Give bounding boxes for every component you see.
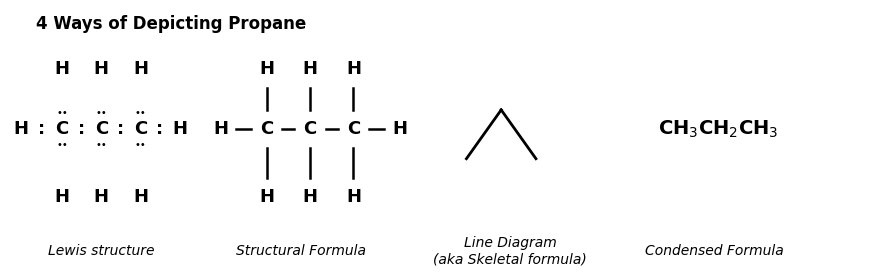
Text: C: C [133,120,147,138]
Text: :: : [118,120,125,138]
Text: H: H [259,188,274,206]
Text: C: C [95,120,108,138]
Text: H: H [259,60,274,78]
Text: H: H [55,188,70,206]
Text: H: H [303,60,317,78]
Text: H: H [303,188,317,206]
Text: ••: •• [134,108,146,118]
Text: H: H [346,60,361,78]
Text: H: H [13,120,28,138]
Text: Line Diagram
(aka Skeletal formula): Line Diagram (aka Skeletal formula) [433,236,587,266]
Text: ••: •• [134,140,146,150]
Text: CH$_3$CH$_2$CH$_3$: CH$_3$CH$_2$CH$_3$ [658,118,779,139]
Text: H: H [172,120,187,138]
Text: H: H [133,188,148,206]
Text: ••: •• [57,140,68,150]
Text: H: H [346,188,361,206]
Text: H: H [213,120,228,138]
Text: Structural Formula: Structural Formula [236,244,366,258]
Text: Lewis structure: Lewis structure [48,244,154,258]
Text: C: C [303,120,317,138]
Text: Condensed Formula: Condensed Formula [644,244,784,258]
Text: ••: •• [95,140,107,150]
Text: :: : [156,120,164,138]
Text: H: H [392,120,407,138]
Text: H: H [94,188,109,206]
Text: H: H [55,60,70,78]
Text: 4 Ways of Depicting Propane: 4 Ways of Depicting Propane [36,15,306,33]
Text: C: C [56,120,69,138]
Text: :: : [78,120,85,138]
Text: ••: •• [95,108,107,118]
Text: C: C [347,120,360,138]
Text: H: H [94,60,109,78]
Text: :: : [37,120,45,138]
Text: C: C [260,120,273,138]
Text: H: H [133,60,148,78]
Text: ••: •• [57,108,68,118]
